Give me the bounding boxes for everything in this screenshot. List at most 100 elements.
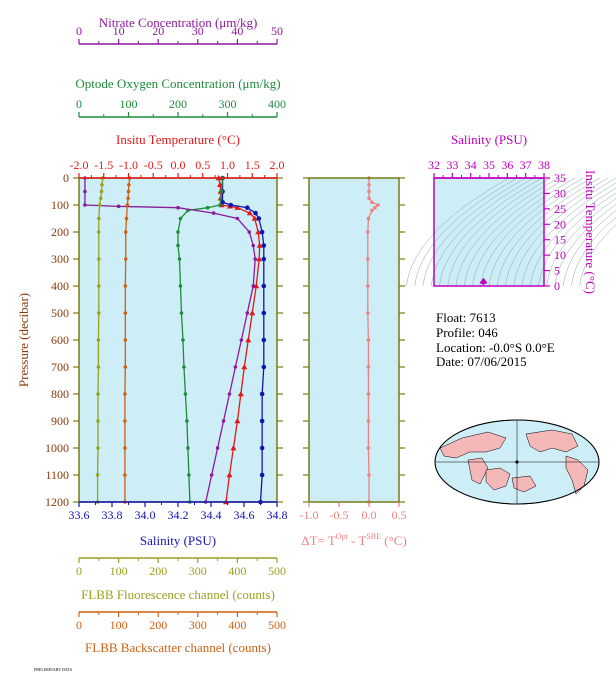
nitrate-point xyxy=(83,189,87,194)
nitrate-point xyxy=(235,216,240,221)
fluorescence-tick-label: 400 xyxy=(228,564,246,578)
ts-isopycnal xyxy=(414,177,518,287)
temperature-tick-label: 1.0 xyxy=(220,158,235,172)
fluorescence-tick-label: 100 xyxy=(110,564,128,578)
ts-isopycnal xyxy=(472,177,576,287)
nitrate-point xyxy=(251,284,256,288)
temperature-point xyxy=(230,445,237,451)
backscatter-point xyxy=(123,284,128,288)
temperature-point xyxy=(226,472,233,478)
fluorescence-point xyxy=(97,284,101,288)
delta-t-point xyxy=(366,446,371,450)
ts-isopycnal xyxy=(579,224,616,287)
fluorescence-point xyxy=(96,419,100,423)
backscatter-point xyxy=(123,257,128,261)
pressure-tick-label: 1000 xyxy=(45,441,69,455)
oxygen-point xyxy=(185,419,189,423)
ts-isopycnal xyxy=(554,204,616,287)
ts-panel-background xyxy=(434,178,544,286)
backscatter-tick-label: 200 xyxy=(149,618,167,632)
delta-t-point xyxy=(366,338,371,342)
pressure-tick-label: 400 xyxy=(51,279,69,293)
ts-isopycnal xyxy=(538,192,616,287)
backscatter-point xyxy=(127,182,131,187)
pressure-tick-label: 500 xyxy=(51,306,69,320)
ts-isopycnal xyxy=(497,177,601,287)
salinity-point xyxy=(261,310,267,316)
salinity-point xyxy=(259,391,265,397)
salinity-point xyxy=(245,205,250,210)
oxygen-point xyxy=(219,189,224,194)
footer-note: PRELIMINARY DATA xyxy=(34,667,72,672)
world-map xyxy=(434,419,600,505)
axes-layer: 0 10 20 30 40 500 100 200 300 400-2.0 -1.5 -1.0 -0.5… xyxy=(45,24,566,632)
oxygen-point xyxy=(178,216,183,221)
nitrate-point xyxy=(215,446,220,450)
ts-temperature-axis-label: Insitu Temperature (°C) xyxy=(583,170,598,294)
backscatter-tick-label: 400 xyxy=(228,618,246,632)
float-location: Location: -0.0°S 0.0°E xyxy=(436,340,555,355)
delta-t-tick-label: -1.0 xyxy=(300,508,319,522)
salinity-point xyxy=(261,337,267,343)
temperature-tick-label: -2.0 xyxy=(70,158,89,172)
temperature-tick-label: 2.0 xyxy=(270,158,285,172)
ts-isopycnal xyxy=(488,177,592,287)
ts-salinity-tick-label: 32 xyxy=(428,158,440,172)
salinity-point xyxy=(261,243,267,248)
backscatter-point xyxy=(123,446,127,450)
salinity-tick-label: 34.0 xyxy=(135,508,156,522)
nitrate-point xyxy=(247,230,252,234)
salinity-tick-label: 33.8 xyxy=(102,508,123,522)
fluorescence-point xyxy=(96,446,100,450)
salinity-point xyxy=(220,200,225,205)
ts-temperature-tick-label: 25 xyxy=(554,202,566,216)
nitrate-tick-label: 50 xyxy=(271,24,283,38)
backscatter-point xyxy=(123,365,128,369)
nitrate-point xyxy=(83,203,87,207)
nitrate-point xyxy=(233,365,238,369)
temperature-tick-label: -1.0 xyxy=(119,158,138,172)
backscatter-tick-label: 0 xyxy=(76,618,82,632)
oxygen-tick-label: 300 xyxy=(219,97,237,111)
nitrate-point xyxy=(221,419,226,423)
oxygen-point xyxy=(177,257,182,261)
nitrate-point xyxy=(209,473,214,477)
ts-salinity-tick-label: 35 xyxy=(483,158,495,172)
oxygen-tick-label: 0 xyxy=(76,97,82,111)
delta-t-point xyxy=(366,419,371,423)
temperature-tick-label: -1.5 xyxy=(94,158,113,172)
oxygen-point xyxy=(205,205,210,210)
temperature-point xyxy=(251,215,258,221)
temperature-point xyxy=(237,391,244,397)
ts-salinity-tick-label: 37 xyxy=(520,158,532,172)
temperature-point xyxy=(234,204,241,210)
oxygen-line xyxy=(177,177,224,503)
pressure-tick-label: 800 xyxy=(51,387,69,401)
nitrate-tick-label: 20 xyxy=(152,24,164,38)
ts-salinity-tick-label: 38 xyxy=(538,158,550,172)
salinity-axis-label: Salinity (PSU) xyxy=(140,533,216,548)
nitrate-point xyxy=(227,392,232,396)
ts-temperature-tick-label: 20 xyxy=(554,217,566,231)
map-land xyxy=(439,429,589,495)
temperature-tick-label: -0.5 xyxy=(144,158,163,172)
ts-isopycnal xyxy=(406,177,510,287)
delta-t-tick-label: 0.0 xyxy=(362,508,377,522)
oxygen-tick-label: 100 xyxy=(120,97,138,111)
nitrate-axis-label: Nitrate Concentration (μm/kg) xyxy=(99,15,258,30)
temperature-tick-label: 1.5 xyxy=(245,158,260,172)
temperature-point xyxy=(241,364,248,370)
delta-t-panel xyxy=(308,176,400,504)
backscatter-tick-label: 500 xyxy=(268,618,286,632)
salinity-tick-label: 33.6 xyxy=(69,508,90,522)
oxygen-tick-label: 200 xyxy=(169,97,187,111)
backscatter-point xyxy=(123,230,128,234)
nitrate-tick-label: 40 xyxy=(231,24,243,38)
ts-isopycnal xyxy=(546,198,616,287)
delta-t-point xyxy=(370,208,374,213)
nitrate-point xyxy=(251,243,256,248)
ts-isopycnal xyxy=(505,177,609,287)
fluorescence-tick-label: 200 xyxy=(149,564,167,578)
fluorescence-point xyxy=(98,196,103,201)
